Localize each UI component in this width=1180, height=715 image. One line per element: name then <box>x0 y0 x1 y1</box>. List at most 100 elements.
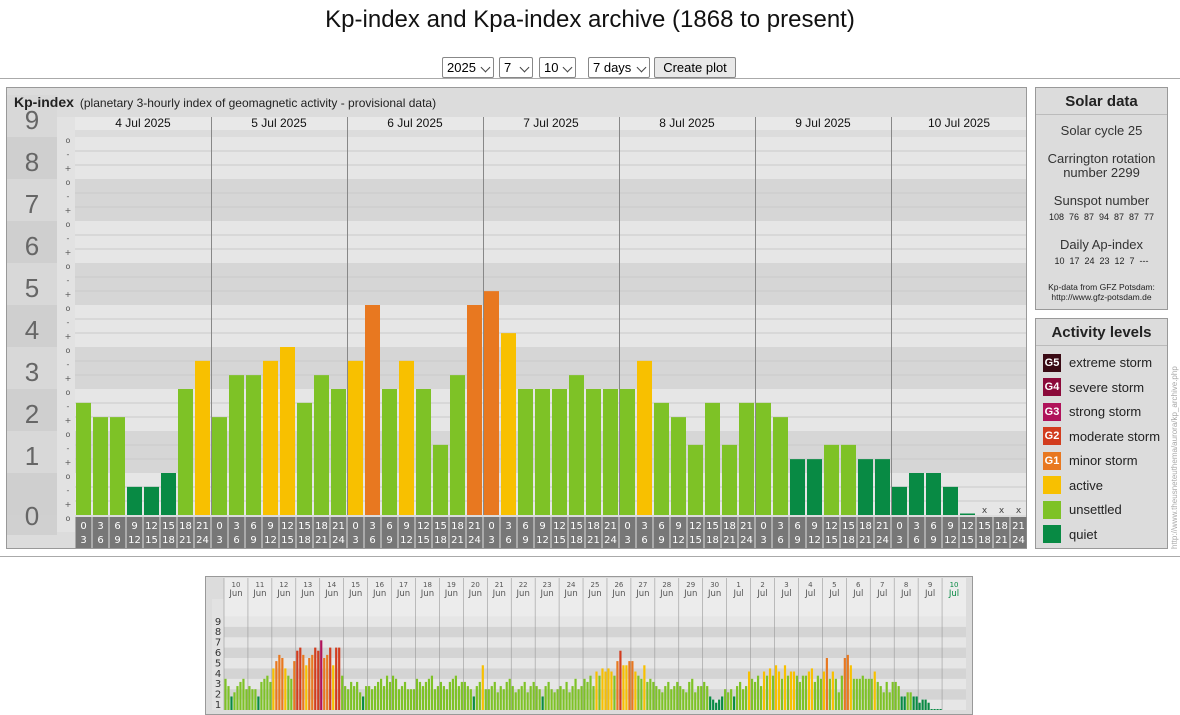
kp-bar <box>93 417 108 515</box>
overview-day-number: 12 <box>279 581 288 589</box>
overview-y-tick: 2 <box>215 690 221 701</box>
overview-bar <box>810 668 814 710</box>
activity-level-unsettled: unsettled <box>1043 500 1122 519</box>
interval-label-start: 0 <box>80 521 86 532</box>
overview-bar <box>359 692 362 710</box>
overview-bar <box>718 699 721 710</box>
overview-bar <box>933 709 936 710</box>
overview-y-column <box>212 599 224 710</box>
interval-label-start: 9 <box>947 521 953 532</box>
overview-month-label: Jul <box>900 589 911 599</box>
carrington-line1: Carrington rotation <box>1047 151 1156 166</box>
interval-label-start: 18 <box>451 521 464 532</box>
kp-bar <box>212 417 227 515</box>
overview-y-tick: 8 <box>215 627 221 638</box>
overview-bar <box>421 686 425 710</box>
interval-label-end: 3 <box>760 535 766 546</box>
interval-label-start: 18 <box>995 521 1008 532</box>
overview-bar <box>619 650 622 710</box>
activity-label: severe storm <box>1069 379 1145 395</box>
overview-day-number: 10 <box>232 581 241 589</box>
kp-bar <box>671 417 686 515</box>
overview-month-label: Jun <box>492 589 506 599</box>
overview-bar <box>487 689 490 710</box>
overview-bar <box>544 686 547 710</box>
interval-label-end: 9 <box>658 535 664 546</box>
interval-label-start: 12 <box>961 521 974 532</box>
interval-label-box <box>500 517 517 548</box>
y-tick-band <box>7 221 57 263</box>
y-tick-band <box>7 389 57 431</box>
activity-swatch: G3 <box>1043 402 1061 421</box>
overview-bar <box>643 665 646 710</box>
overview-month-label: Jul <box>732 589 743 599</box>
minor-tick-label: o <box>66 262 71 271</box>
interval-label-end: 6 <box>97 535 103 546</box>
overview-bar <box>762 671 766 710</box>
watermark: http://www.theusneteuthema/aurora/kp_arc… <box>1170 366 1179 549</box>
interval-label-end: 21 <box>179 535 192 546</box>
year-select[interactable]: 2025 <box>442 57 494 78</box>
range-select[interactable]: 7 days <box>588 57 650 78</box>
interval-label-start: 6 <box>114 521 120 532</box>
minor-tick-label: + <box>65 164 72 173</box>
interval-label-start: 15 <box>434 521 447 532</box>
interval-label-start: 12 <box>281 521 294 532</box>
y-tick-band <box>7 431 57 473</box>
overview-day-number: 13 <box>303 581 312 589</box>
overview-bar <box>616 661 619 710</box>
minor-tick-label: - <box>67 276 70 285</box>
overview-bar <box>676 681 679 710</box>
overview-bar <box>927 702 930 710</box>
create-plot-button[interactable]: Create plot <box>654 57 736 78</box>
overview-month-label: Jun <box>468 589 482 599</box>
interval-label-end: 21 <box>587 535 600 546</box>
interval-label-box <box>296 517 313 548</box>
overview-bar <box>855 678 858 710</box>
interval-label-start: 15 <box>842 521 855 532</box>
source-link[interactable]: http://www.gfz-potsdam.de <box>1051 292 1152 302</box>
kp-bar <box>722 444 737 515</box>
overview-bar <box>448 681 451 710</box>
overview-bar <box>771 675 775 710</box>
interval-label-box <box>245 517 262 548</box>
month-select[interactable]: 7 <box>499 57 533 78</box>
overview-bar <box>819 678 822 710</box>
overview-month-label: Jun <box>372 589 386 599</box>
interval-label-box <box>823 517 840 548</box>
ap-value: 7 <box>1129 256 1135 266</box>
overview-bar <box>571 686 574 710</box>
overview-month-label: Jun <box>228 589 242 599</box>
overview-bar <box>499 686 502 710</box>
overview-y-tick: 3 <box>215 679 221 690</box>
kp-bar <box>450 375 465 515</box>
interval-label-end: 24 <box>876 535 889 546</box>
kp-bar <box>195 360 210 515</box>
overview-bar <box>454 675 457 710</box>
overview-bar <box>559 686 562 710</box>
interval-label-start: 18 <box>587 521 600 532</box>
activity-swatch <box>1043 500 1061 519</box>
chevron-down-icon <box>519 62 530 73</box>
interval-label-end: 18 <box>298 535 311 546</box>
interval-label-box <box>857 517 874 548</box>
overview-bar <box>260 681 263 710</box>
overview-bar <box>709 696 712 710</box>
overview-day-number: 26 <box>614 581 623 589</box>
overview-bar <box>529 686 532 710</box>
y-tick-band <box>7 179 57 221</box>
interval-label-end: 12 <box>808 535 821 546</box>
overview-bar <box>391 675 395 710</box>
overview-bar <box>242 678 245 710</box>
day-select[interactable]: 10 <box>539 57 576 78</box>
interval-label-box <box>228 517 245 548</box>
interval-label-start: 0 <box>760 521 766 532</box>
overview-bar <box>930 709 933 710</box>
overview-bar <box>466 686 469 710</box>
ap-label: Daily Ap-index <box>1059 237 1144 252</box>
kp-bar <box>76 402 91 515</box>
overview-bar <box>317 650 320 710</box>
y-tick-label: 2 <box>25 399 39 429</box>
interval-label-box <box>483 517 500 548</box>
day-header-strip <box>75 117 1026 130</box>
